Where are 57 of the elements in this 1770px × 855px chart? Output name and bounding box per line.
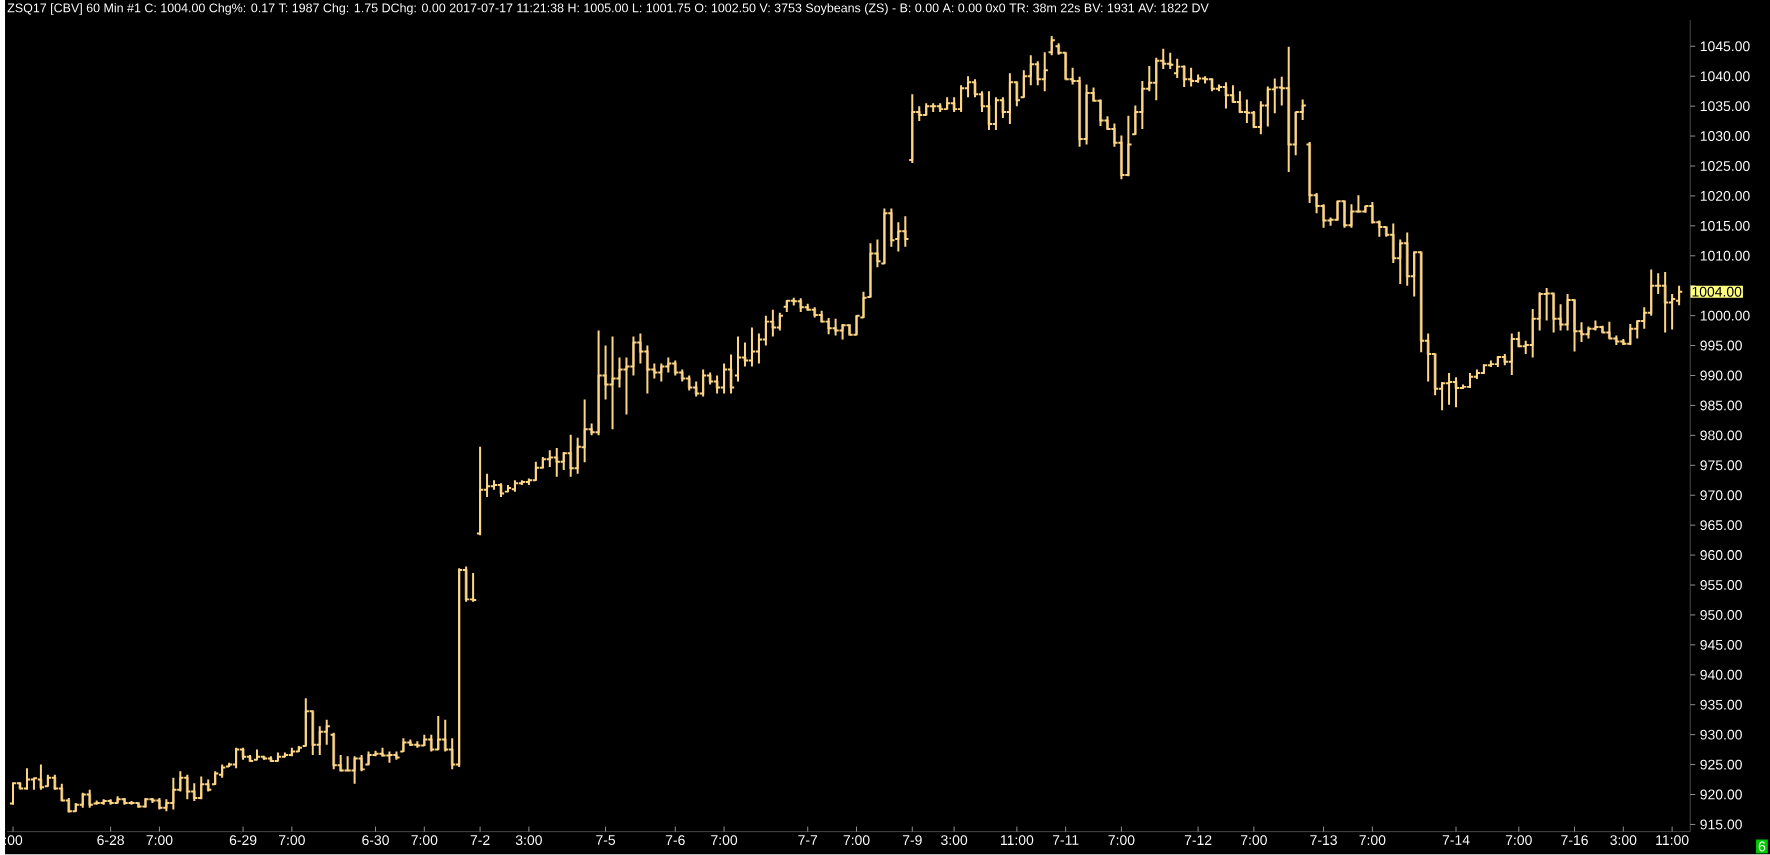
x-tick-label: 7:00 [146,835,173,846]
x-tick-label: 7-11 [1052,835,1079,845]
x-tick-label: 7:00 [1108,835,1135,846]
x-tick-label: 7:00 [1241,835,1267,846]
text: 1004.00 [1692,286,1742,297]
text: 6 [1758,841,1766,852]
y-tick-label: 1025.00 [1700,161,1750,172]
x-tick-label: 7-5 [596,835,616,846]
y-tick-label: 1040.00 [1700,71,1750,82]
y-tick-label: 1020.00 [1700,191,1750,202]
y-tick-label: 995.00 [1700,340,1742,351]
x-tick-label: 7-16 [1561,835,1588,846]
y-tick-label: 925.00 [1700,759,1742,770]
y-tick-label: 1000.00 [1700,310,1750,321]
y-tick-label: 920.00 [1700,789,1742,800]
x-tick-label: 7-7 [798,835,818,845]
y-tick-label: 950.00 [1700,610,1742,621]
y-tick-label: 1015.00 [1700,221,1750,232]
x-tick-label: 6-30 [362,835,389,846]
y-tick-label: 955.00 [1700,580,1742,591]
y-tick-label: 1030.00 [1700,131,1750,142]
x-tick-label: 7-12 [1184,835,1212,846]
x-tick-label: 11:00 [1656,835,1689,846]
x-tick-label: 7-13 [1310,835,1337,846]
y-tick-label: 915.00 [1700,819,1742,830]
x-tick-label: 7-2 [470,835,490,846]
x-tick-label: 3:00 [1610,835,1637,846]
x-tick-label: 7:00 [1505,835,1532,846]
y-tick-label: 1010.00 [1700,251,1750,261]
y-tick-label: 965.00 [1700,520,1742,531]
x-tick-label: 3:00 [941,835,968,846]
x-tick-label: 7:00 [279,835,305,846]
x-tick-label: 3:00 [515,835,542,846]
x-tick-label: 11:00 [1000,835,1034,846]
x-tick-label: 7:00 [711,835,738,846]
y-tick-label: 990.00 [1700,370,1742,381]
y-tick-label: 960.00 [1700,550,1742,561]
y-tick-label: 975.00 [1700,460,1742,471]
y-tick-label: 940.00 [1700,670,1742,680]
x-tick-label: :00 [4,835,23,846]
y-tick-label: 985.00 [1700,400,1742,411]
chart-title: ZSQ17 [CBV] 60 Min #1 C: 1004.00 Chg%: 0.17 T: 1987 Chg: 1.75 DChg: 0.00 2017-07-17 11:21:38 H: 1005.00 L: 1001.75 O: 1002.50 V: 3753 Soybeans (ZS) - B: 0.00 A: 0.00 0x0 TR: 38m 22s BV: 1931 AV: 1822 DV [7,3,1209,15]
y-tick-label: 980.00 [1700,430,1742,441]
x-tick-label: 7-6 [665,835,685,846]
y-tick-label: 970.00 [1700,490,1742,501]
x-tick-label: 7:00 [1359,835,1386,846]
x-tick-label: 7:00 [843,835,870,846]
y-tick-label: 1035.00 [1700,101,1750,112]
x-tick-label: 7:00 [411,835,438,846]
y-tick-label: 945.00 [1700,640,1742,651]
x-tick-label: 7-14 [1442,835,1470,845]
y-tick-label: 930.00 [1700,729,1742,740]
y-tick-label: 1045.00 [1700,41,1750,52]
x-tick-label: 6-28 [97,835,124,846]
y-tick-label: 935.00 [1700,699,1742,710]
x-tick-label: 7-9 [902,835,922,846]
x-tick-label: 6-29 [229,835,257,846]
